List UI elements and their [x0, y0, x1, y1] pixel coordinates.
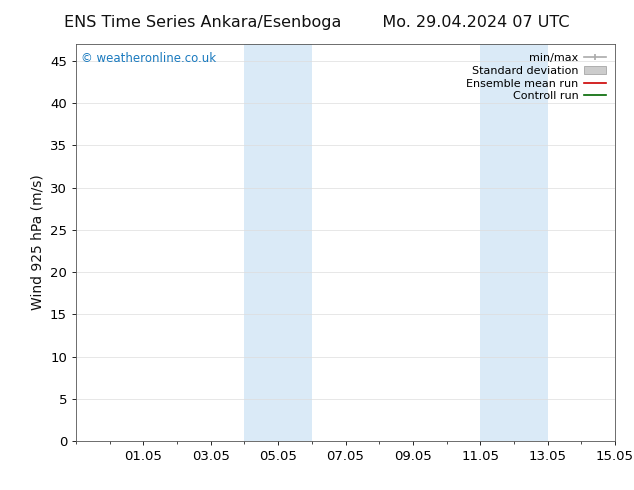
Text: © weatheronline.co.uk: © weatheronline.co.uk [81, 52, 217, 65]
Bar [481, 44, 548, 441]
Legend: min/max, Standard deviation, Ensemble mean run, Controll run: min/max, Standard deviation, Ensemble me… [463, 49, 609, 105]
Text: ENS Time Series Ankara/Esenboga        Mo. 29.04.2024 07 UTC: ENS Time Series Ankara/Esenboga Mo. 29.0… [64, 15, 570, 30]
Y-axis label: Wind 925 hPa (m/s): Wind 925 hPa (m/s) [30, 174, 44, 311]
Bar [245, 44, 312, 441]
